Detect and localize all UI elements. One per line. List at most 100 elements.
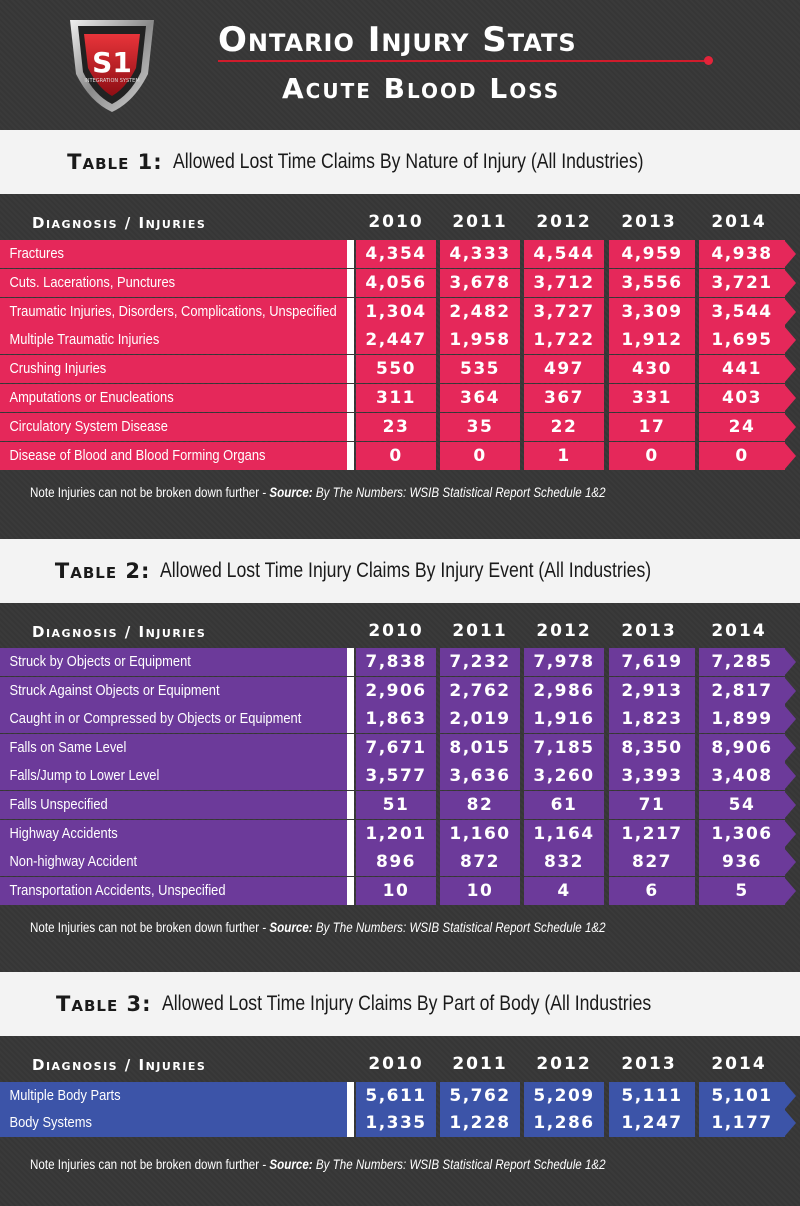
row-arrow xyxy=(784,1108,796,1137)
row-label-cell: Traumatic Injuries, Disorders, Complicat… xyxy=(0,297,347,326)
table-banner: Table 2: Allowed Lost Time Injury Claims … xyxy=(0,539,800,603)
row-separator xyxy=(347,412,354,441)
table-row: Non-highway Accident 896 872 832 827 936 xyxy=(0,848,800,877)
row-label: Falls Unspecified xyxy=(9,795,108,813)
row-label-cell: Struck by Objects or Equipment xyxy=(0,648,347,676)
column-header-row: Diagnosis / Injuries 2010 2011 2012 2013 2014 xyxy=(0,619,800,645)
column-header-year: 2011 xyxy=(452,1054,508,1074)
table-row: Falls Unspecified 51 82 61 71 54 xyxy=(0,790,800,819)
row-value: 5 xyxy=(699,876,785,905)
row-value: 24 xyxy=(699,412,785,441)
row-value: 7,232 xyxy=(440,648,520,676)
note-text: Note Injuries can not be broken down fur… xyxy=(30,920,270,935)
row-label: Struck by Objects or Equipment xyxy=(9,653,191,670)
column-header-diagnosis: Diagnosis / Injuries xyxy=(32,214,207,232)
row-value: 2,762 xyxy=(440,676,520,705)
row-value: 832 xyxy=(524,848,604,877)
note-source-text: By The Numbers: WSIB Statistical Report … xyxy=(312,920,606,935)
row-value: 3,544 xyxy=(699,297,785,326)
row-arrow xyxy=(784,676,796,705)
row-separator xyxy=(347,848,354,877)
note-source-label: Source: xyxy=(269,920,313,935)
column-header-year: 2014 xyxy=(711,621,767,641)
row-separator xyxy=(347,1108,354,1137)
row-label-cell: Amputations or Enucleations xyxy=(0,383,347,412)
row-value: 6 xyxy=(609,876,695,905)
row-value: 0 xyxy=(356,441,436,470)
column-header-diagnosis: Diagnosis / Injuries xyxy=(32,623,207,641)
row-value: 8,906 xyxy=(699,733,785,762)
title-underline xyxy=(218,60,708,62)
table-row: Multiple Traumatic Injuries 2,447 1,958 1,7… xyxy=(0,326,800,355)
s1-shield-logo: S1 INTEGRATION SYSTEM xyxy=(70,20,154,112)
row-value: 1,160 xyxy=(440,819,520,848)
row-value: 5,111 xyxy=(609,1082,695,1110)
row-value: 61 xyxy=(524,790,604,819)
row-separator xyxy=(347,876,354,905)
row-arrow xyxy=(784,733,796,762)
table-row: Falls/Jump to Lower Level 3,577 3,636 3,260… xyxy=(0,762,800,791)
row-label: Multiple Traumatic Injuries xyxy=(9,331,160,349)
row-separator xyxy=(347,268,354,297)
source-note: Note Injuries can not be broken down fur… xyxy=(30,920,606,935)
row-value: 4,056 xyxy=(356,268,436,297)
row-value: 1,863 xyxy=(356,705,436,734)
page-title: Ontario Injury Stats xyxy=(218,20,577,60)
row-value: 331 xyxy=(609,383,695,412)
row-value: 0 xyxy=(699,441,785,470)
row-value: 3,393 xyxy=(609,762,695,791)
page-header: S1 INTEGRATION SYSTEM Ontario Injury Sta… xyxy=(0,0,800,128)
row-label: Transportation Accidents, Unspecified xyxy=(9,881,226,899)
row-value: 3,721 xyxy=(699,268,785,297)
row-label: Fractures xyxy=(9,245,64,262)
page-subtitle: Acute Blood Loss xyxy=(282,72,561,105)
row-arrow xyxy=(784,297,796,326)
row-label-cell: Non-highway Accident xyxy=(0,848,347,877)
row-value: 367 xyxy=(524,383,604,412)
row-value: 403 xyxy=(699,383,785,412)
row-label: Non-highway Accident xyxy=(9,853,138,871)
column-header-year: 2012 xyxy=(536,1054,592,1074)
row-value: 2,019 xyxy=(440,705,520,734)
row-label: Circulatory System Disease xyxy=(9,417,168,435)
row-value: 51 xyxy=(356,790,436,819)
row-value: 5,209 xyxy=(524,1082,604,1110)
row-label: Cuts. Lacerations, Punctures xyxy=(9,273,176,291)
row-arrow xyxy=(784,383,796,412)
row-value: 71 xyxy=(609,790,695,819)
row-value: 2,986 xyxy=(524,676,604,705)
row-arrow xyxy=(784,648,796,676)
row-label-cell: Struck Against Objects or Equipment xyxy=(0,676,347,705)
row-label-cell: Fractures xyxy=(0,240,347,268)
row-label: Struck Against Objects or Equipment xyxy=(9,681,220,699)
row-label-cell: Falls/Jump to Lower Level xyxy=(0,762,347,791)
row-value: 827 xyxy=(609,848,695,877)
row-label: Disease of Blood and Blood Forming Organ… xyxy=(9,446,266,464)
table-banner: Table 3: Allowed Lost Time Injury Claims … xyxy=(0,972,800,1036)
row-label-cell: Caught in or Compressed by Objects or Eq… xyxy=(0,705,347,734)
row-label-cell: Falls Unspecified xyxy=(0,790,347,819)
row-arrow xyxy=(784,876,796,905)
source-note: Note Injuries can not be broken down fur… xyxy=(30,1157,606,1172)
row-arrow xyxy=(784,762,796,791)
row-label-cell: Multiple Traumatic Injuries xyxy=(0,326,347,355)
row-value: 7,978 xyxy=(524,648,604,676)
row-value: 1,177 xyxy=(699,1108,785,1137)
row-arrow xyxy=(784,240,796,268)
row-value: 1,912 xyxy=(609,326,695,355)
row-separator xyxy=(347,240,354,268)
column-header-row: Diagnosis / Injuries 2010 2011 2012 2013 2014 xyxy=(0,1052,800,1078)
row-separator xyxy=(347,297,354,326)
row-value: 3,577 xyxy=(356,762,436,791)
row-value: 2,447 xyxy=(356,326,436,355)
table-title: Allowed Lost Time Injury Claims By Injur… xyxy=(160,559,652,582)
row-value: 0 xyxy=(609,441,695,470)
table-row: Cuts. Lacerations, Punctures 4,056 3,678 3,… xyxy=(0,268,800,297)
note-source-text: By The Numbers: WSIB Statistical Report … xyxy=(312,485,606,500)
row-label-cell: Multiple Body Parts xyxy=(0,1082,347,1110)
row-value: 535 xyxy=(440,355,520,384)
row-value: 5,101 xyxy=(699,1082,785,1110)
row-label: Amputations or Enucleations xyxy=(9,388,174,406)
source-note: Note Injuries can not be broken down fur… xyxy=(30,485,606,500)
row-label: Crushing Injuries xyxy=(9,360,107,378)
